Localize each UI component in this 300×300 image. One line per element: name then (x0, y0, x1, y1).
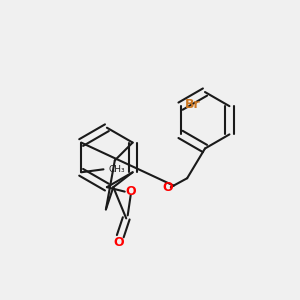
Text: O: O (125, 185, 136, 198)
Text: Br: Br (185, 98, 201, 111)
Text: O: O (163, 181, 173, 194)
Text: O: O (113, 236, 124, 249)
Text: CH₃: CH₃ (109, 165, 125, 174)
